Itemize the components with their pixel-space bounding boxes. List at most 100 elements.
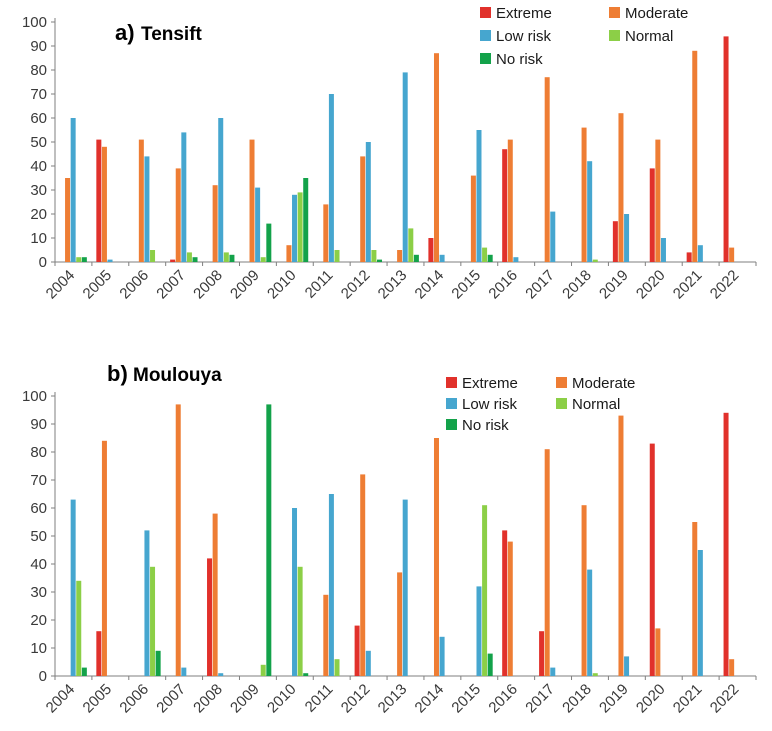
panel-b-y-tick-label: 70 [30, 472, 47, 489]
bar-no-risk-2009 [266, 223, 272, 262]
bar-extreme-2008 [207, 558, 213, 676]
bar-low-risk-2007 [181, 132, 187, 262]
bar-moderate-2019 [618, 415, 624, 676]
panel-b-x-tick-label: 2015 [448, 681, 484, 717]
bar-low-risk-2018 [587, 569, 593, 676]
bar-moderate-2005 [101, 146, 107, 262]
panel-b-x-tick-label: 2004 [43, 681, 79, 717]
bar-extreme-2005 [96, 631, 102, 676]
bar-low-risk-2009 [255, 187, 261, 262]
bar-low-risk-2006 [144, 156, 150, 262]
bar-extreme-2022 [723, 36, 729, 263]
bar-no-risk-2006 [155, 650, 161, 676]
bar-low-risk-2018 [587, 161, 593, 262]
bar-normal-2013 [408, 228, 414, 262]
bar-low-risk-2004 [70, 499, 76, 676]
panel-a-x-tick-label: 2008 [190, 267, 226, 303]
bar-extreme-2016 [502, 530, 508, 676]
bar-low-risk-2008 [218, 118, 224, 262]
panel-b-x-tick-label: 2020 [633, 681, 669, 717]
legend-a-swatch-normal [609, 30, 620, 41]
legend-a-swatch-moderate [609, 7, 620, 18]
legend-b-swatch-no-risk [446, 419, 457, 430]
panel-b-x-tick-label: 2011 [302, 681, 337, 716]
panel-b-x-tick-label: 2007 [153, 681, 189, 717]
bar-moderate-2014 [433, 53, 439, 263]
legend-a-label-no-risk: No risk [496, 51, 543, 68]
panel-b-y-tick-label: 20 [30, 612, 47, 629]
bar-no-risk-2004 [81, 257, 87, 262]
bar-low-risk-2019 [624, 214, 630, 262]
panel-a-title: Tensift [141, 24, 203, 45]
panel-a-letter: a) [115, 20, 135, 45]
panel-b-y-tick-label: 80 [30, 444, 47, 461]
panel-b-x-tick-label: 2009 [227, 681, 263, 717]
panel-a-y-tick-label: 100 [22, 14, 47, 31]
bar-normal-2018 [592, 259, 598, 262]
panel-b-x-tick-label: 2019 [596, 681, 632, 717]
panel-b-x-tick-label: 2017 [522, 681, 558, 717]
bar-moderate-2017 [544, 77, 550, 262]
legend-b-label-normal: Normal [572, 396, 620, 413]
panel-a-x-tick-label: 2021 [670, 267, 706, 303]
panel-b-x-tick-label: 2010 [264, 681, 300, 717]
bar-moderate-2020 [655, 139, 661, 262]
panel-b-y-tick-label: 100 [22, 388, 47, 405]
panel-a-y-tick-label: 50 [30, 134, 47, 151]
panel-a-x-tick-label: 2018 [559, 267, 595, 303]
bar-normal-2009 [260, 664, 266, 676]
bar-moderate-2006 [138, 139, 144, 262]
bar-moderate-2005 [101, 440, 107, 676]
bar-extreme-2017 [539, 631, 545, 676]
panel-a-x-tick-label: 2004 [43, 267, 79, 303]
bar-no-risk-2004 [81, 667, 87, 676]
bar-moderate-2018 [581, 127, 587, 262]
bar-extreme-2014 [428, 238, 434, 262]
bar-low-risk-2011 [328, 94, 334, 262]
panel-b-x-tick-label: 2022 [707, 681, 743, 717]
bar-normal-2018 [592, 673, 598, 676]
bar-moderate-2013 [397, 250, 403, 262]
panel-a-x-tick-label: 2005 [80, 267, 116, 303]
bar-no-risk-2010 [303, 178, 309, 262]
bar-no-risk-2010 [303, 673, 309, 676]
bar-low-risk-2007 [181, 667, 187, 676]
panel-a-x-tick-label: 2010 [264, 267, 300, 303]
bar-moderate-2022 [729, 247, 735, 262]
panel-a-x-tick-label: 2017 [522, 267, 558, 303]
bar-normal-2007 [186, 252, 192, 262]
bar-extreme-2022 [723, 412, 729, 676]
panel-a-x-tick-label: 2007 [153, 267, 189, 303]
bar-moderate-2016 [507, 139, 513, 262]
bar-normal-2004 [76, 580, 82, 676]
bar-no-risk-2008 [229, 254, 235, 262]
bar-moderate-2008 [212, 185, 218, 262]
bar-low-risk-2021 [697, 245, 703, 262]
bar-no-risk-2013 [413, 254, 419, 262]
legend-b-swatch-low-risk [446, 398, 457, 409]
bar-moderate-2013 [397, 572, 403, 676]
panel-a-y-tick-label: 10 [30, 230, 47, 247]
panel-b-y-tick-label: 50 [30, 528, 47, 545]
bar-moderate-2012 [360, 474, 366, 676]
bar-extreme-2007 [170, 259, 176, 262]
legend-b-label-low-risk: Low risk [462, 396, 518, 413]
legend-a-label-moderate: Moderate [625, 5, 688, 22]
bar-normal-2009 [260, 257, 266, 262]
bar-extreme-2020 [649, 168, 655, 262]
panel-a-x-tick-label: 2015 [448, 267, 484, 303]
bar-extreme-2012 [354, 625, 360, 676]
bar-normal-2012 [371, 250, 377, 262]
bar-low-risk-2019 [624, 656, 630, 676]
panel-b-x-tick-label: 2016 [485, 681, 521, 717]
bar-extreme-2005 [96, 139, 102, 262]
bar-normal-2006 [150, 250, 156, 262]
bar-low-risk-2021 [697, 550, 703, 676]
legend-a-label-extreme: Extreme [496, 5, 552, 22]
bar-low-risk-2014 [439, 254, 445, 262]
panel-b-x-tick-label: 2008 [190, 681, 226, 717]
panel-a-x-tick-label: 2020 [633, 267, 669, 303]
bar-normal-2015 [482, 247, 488, 262]
bar-moderate-2022 [729, 659, 735, 676]
